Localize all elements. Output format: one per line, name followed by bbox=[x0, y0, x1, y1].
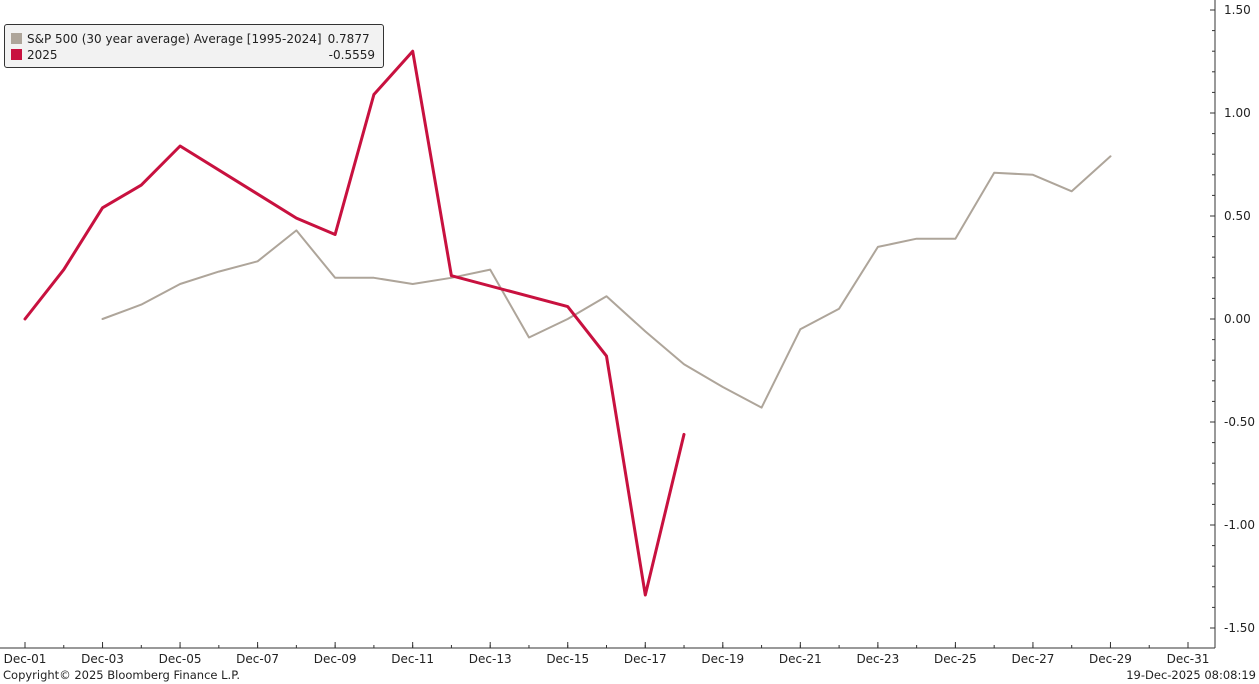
y-tick-label: 0.50 bbox=[1224, 209, 1251, 223]
series-group bbox=[23, 49, 1112, 597]
series-line-2025 bbox=[23, 49, 686, 597]
legend: S&P 500 (30 year average) Average [1995-… bbox=[4, 24, 384, 68]
x-tick-label: Dec-25 bbox=[934, 652, 977, 666]
y-tick-label: -1.50 bbox=[1224, 621, 1255, 635]
legend-entry-2025: 2025 -0.5559 bbox=[11, 47, 375, 63]
x-tick-label: Dec-09 bbox=[314, 652, 357, 666]
x-tick-label: Dec-05 bbox=[159, 652, 202, 666]
x-axis: Dec-01 Dec-03 Dec-05 Dec-07 Dec-09 Dec-11 Dec-… bbox=[4, 642, 1210, 666]
legend-swatch-2025 bbox=[11, 49, 22, 60]
legend-swatch-sp500-average bbox=[11, 33, 22, 44]
x-tick-label: Dec-03 bbox=[81, 652, 124, 666]
legend-label-sp500-average: S&P 500 (30 year average) Average [1995-… bbox=[27, 32, 322, 46]
x-tick-label: Dec-15 bbox=[546, 652, 589, 666]
axes bbox=[0, 0, 1216, 649]
x-tick-label: Dec-29 bbox=[1089, 652, 1132, 666]
copyright-text: Copyright© 2025 Bloomberg Finance L.P. bbox=[3, 668, 240, 682]
x-tick-label: Dec-23 bbox=[856, 652, 899, 666]
x-tick-label: Dec-21 bbox=[779, 652, 822, 666]
x-tick-label: Dec-11 bbox=[391, 652, 434, 666]
y-tick-label: -0.50 bbox=[1224, 415, 1255, 429]
series-line-sp500-average bbox=[101, 155, 1112, 409]
legend-value-sp500-average: 0.7877 bbox=[327, 32, 370, 46]
legend-entry-sp500-average: S&P 500 (30 year average) Average [1995-… bbox=[11, 31, 375, 47]
legend-label-2025: 2025 bbox=[27, 48, 58, 62]
x-tick-label: Dec-31 bbox=[1167, 652, 1210, 666]
x-tick-label: Dec-19 bbox=[701, 652, 744, 666]
y-tick-label: 1.50 bbox=[1224, 3, 1251, 17]
y-tick-label: 1.00 bbox=[1224, 106, 1251, 120]
y-tick-label: 0.00 bbox=[1224, 312, 1251, 326]
y-tick-label: -1.00 bbox=[1224, 518, 1255, 532]
timestamp-text: 19-Dec-2025 08:08:19 bbox=[1126, 668, 1256, 682]
x-tick-label: Dec-27 bbox=[1012, 652, 1055, 666]
x-tick-label: Dec-01 bbox=[4, 652, 47, 666]
x-tick-label: Dec-13 bbox=[469, 652, 512, 666]
y-axis: 1.50 1.00 0.50 0.00 -0.50 -1.00 -1.50 bbox=[1210, 3, 1255, 635]
legend-value-2025: -0.5559 bbox=[328, 48, 375, 62]
x-tick-label: Dec-07 bbox=[236, 652, 279, 666]
x-tick-label: Dec-17 bbox=[624, 652, 667, 666]
